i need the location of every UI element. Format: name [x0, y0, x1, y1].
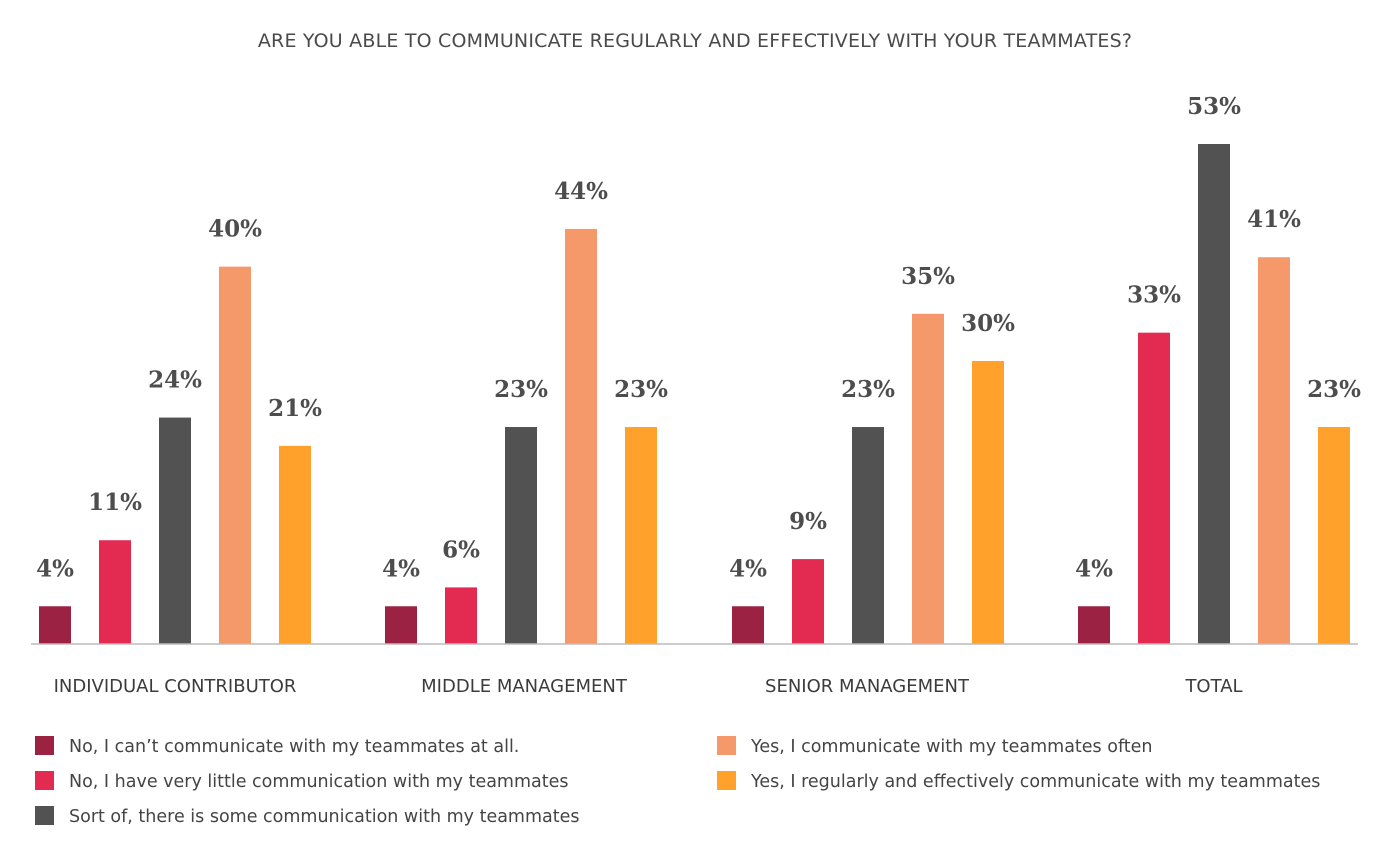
data-label: 44% [554, 178, 608, 205]
data-label: 24% [148, 367, 202, 394]
legend-label: No, I can’t communicate with my teammate… [69, 737, 519, 757]
bar [505, 427, 537, 644]
bar [159, 417, 191, 644]
category-label: TOTAL [1184, 676, 1242, 697]
bars-layer [39, 144, 1350, 645]
legend-swatch [35, 771, 54, 790]
category-label: INDIVIDUAL CONTRIBUTOR [54, 676, 297, 697]
legend-label: Sort of, there is some communication wit… [69, 807, 580, 827]
bar [39, 606, 71, 644]
bar [445, 587, 477, 644]
bar [99, 540, 131, 644]
category-labels-layer: INDIVIDUAL CONTRIBUTOR MIDDLE MANAGEMENT S… [54, 676, 1243, 697]
data-label: 4% [729, 555, 767, 582]
data-label: 4% [1075, 555, 1113, 582]
bar [912, 313, 944, 644]
bar [279, 445, 311, 644]
legend-label: No, I have very little communication wit… [69, 772, 569, 792]
bar [385, 606, 417, 644]
data-label: 23% [614, 376, 668, 403]
legend-label: Yes, I regularly and effectively communi… [750, 772, 1320, 792]
bar [852, 427, 884, 644]
bar [219, 266, 251, 644]
bar [1078, 606, 1110, 644]
data-label: 30% [961, 310, 1015, 337]
bar [792, 559, 824, 644]
legend-label: Yes, I communicate with my teammates oft… [750, 737, 1153, 757]
data-label: 23% [841, 376, 895, 403]
bar [565, 228, 597, 645]
data-label: 21% [268, 395, 322, 422]
bar [1198, 144, 1230, 644]
data-label: 23% [1307, 376, 1361, 403]
data-label: 33% [1127, 282, 1181, 309]
bar [732, 606, 764, 644]
bar [1258, 257, 1290, 644]
legend-swatch [717, 736, 736, 755]
bar [1138, 332, 1170, 644]
bar [625, 427, 657, 644]
value-labels-layer: 4% 11% 24% 40% 21% 4% 6% 23% 44% 23% 4% 9% 23% 35%30%… [36, 93, 1361, 582]
chart-title: ARE YOU ABLE TO COMMUNICATE REGULARLY AN… [258, 30, 1132, 52]
data-label: 35% [901, 263, 955, 290]
data-label: 9% [789, 508, 827, 535]
legend-swatch [35, 736, 54, 755]
data-label: 53% [1187, 93, 1241, 120]
data-label: 23% [494, 376, 548, 403]
data-label: 4% [36, 555, 74, 582]
data-label: 40% [208, 216, 262, 243]
category-label: MIDDLE MANAGEMENT [421, 676, 628, 697]
legend: No, I can’t communicate with my teammate… [35, 736, 1320, 827]
bar [972, 360, 1004, 644]
data-label: 41% [1247, 206, 1301, 233]
legend-swatch [35, 806, 54, 825]
category-label: SENIOR MANAGEMENT [765, 676, 970, 697]
data-label: 4% [382, 555, 420, 582]
legend-swatch [717, 771, 736, 790]
bar [1318, 427, 1350, 644]
data-label: 11% [88, 489, 142, 516]
data-label: 6% [442, 536, 480, 563]
